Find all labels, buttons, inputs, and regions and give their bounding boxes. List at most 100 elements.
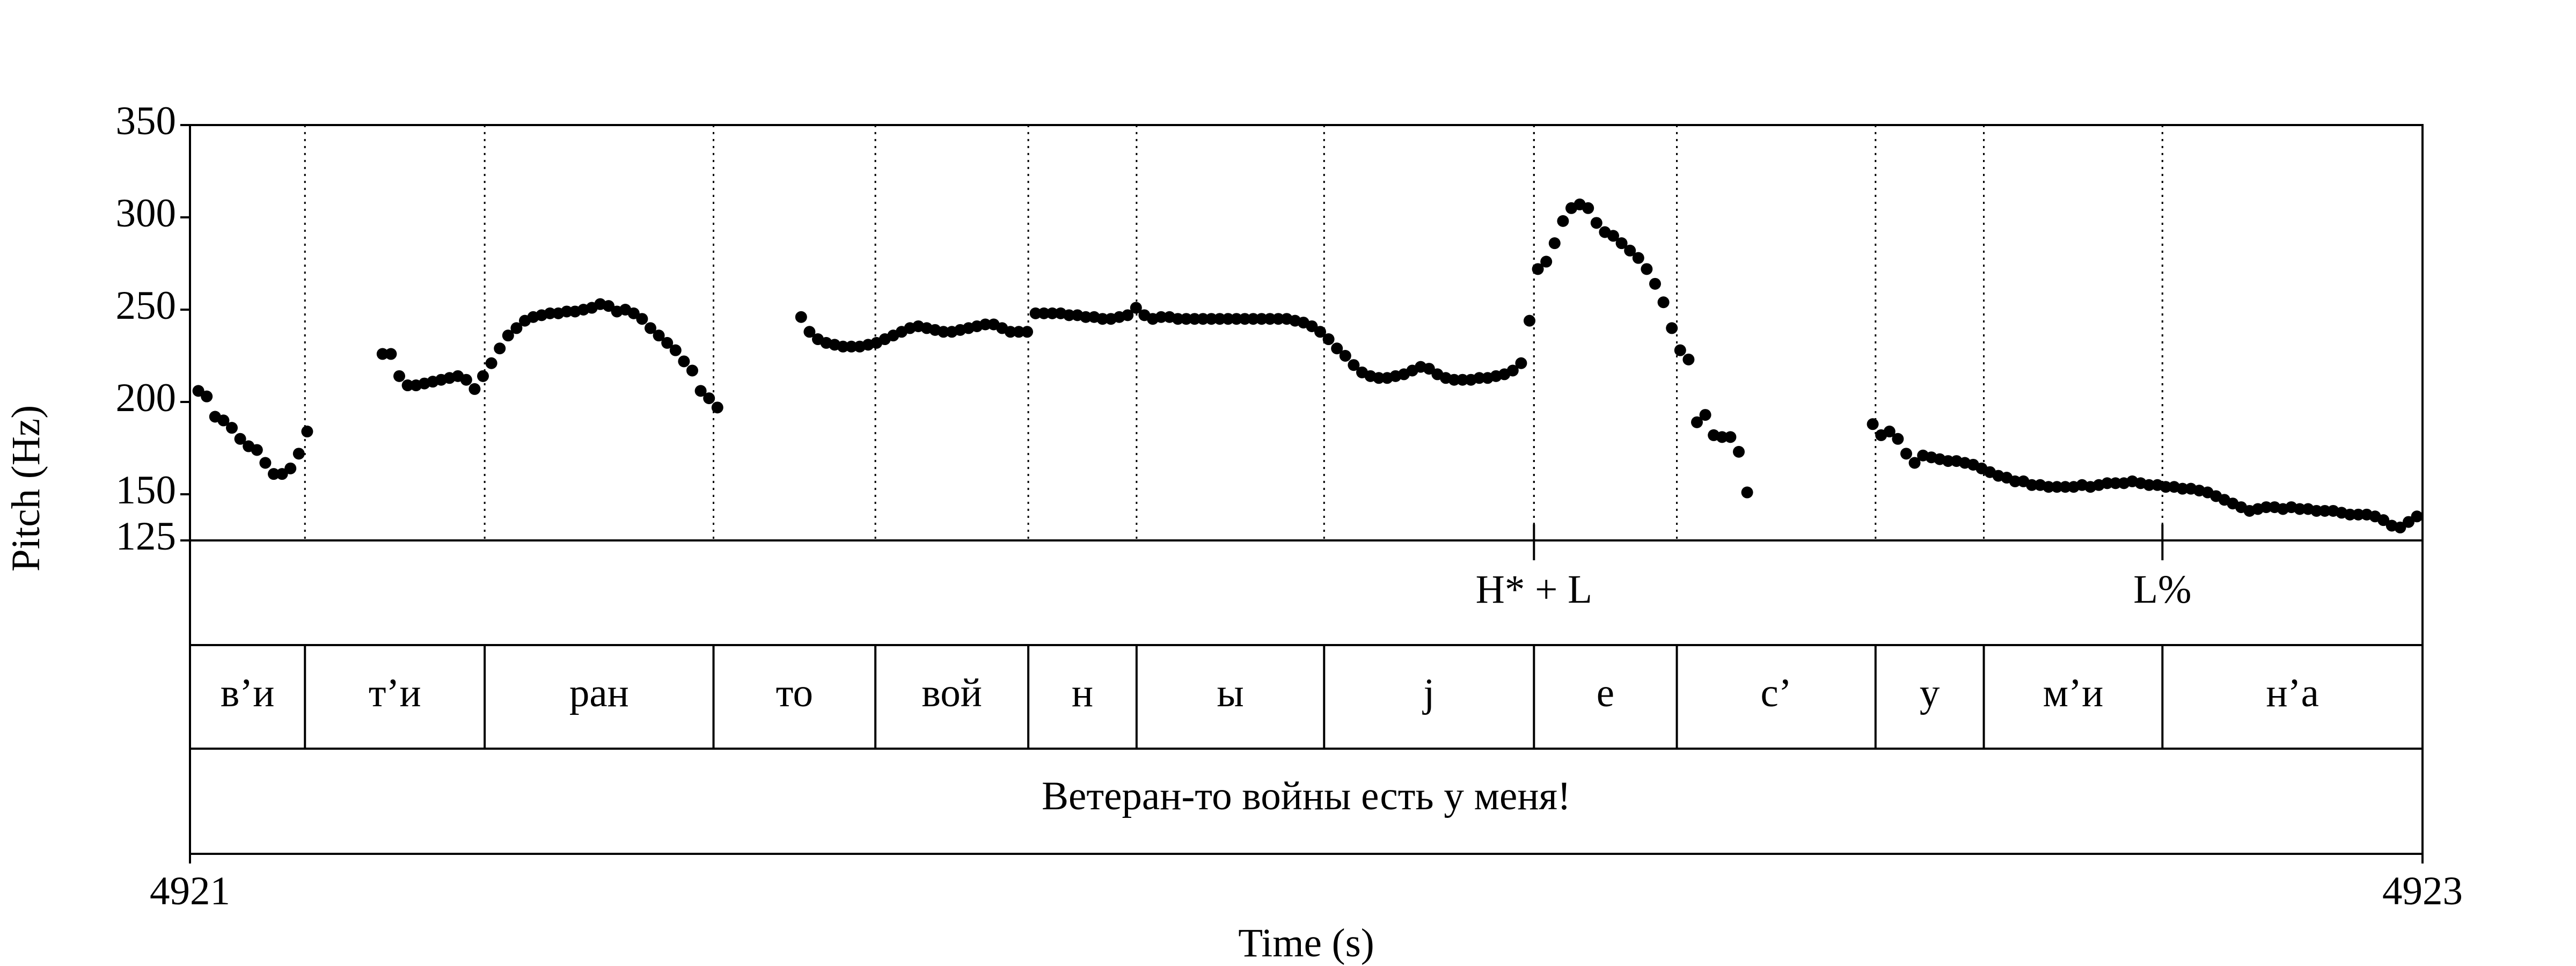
pitch-point [1322,333,1335,346]
pitch-point [2110,477,2121,489]
x-tick-label: 4923 [2382,869,2463,913]
pitch-point [2310,504,2323,517]
pitch-point [1582,202,1594,214]
pitch-point [1205,313,1218,325]
pitch-point [1046,307,1058,319]
pitch-point [2294,503,2306,515]
pitch-point [284,462,297,474]
syllable-label: е [1597,671,1614,715]
pitch-point [544,307,556,319]
pitch-point [653,330,665,342]
pitch-point [385,348,397,360]
pitch-point [1733,445,1745,458]
pitch-point [1339,350,1351,362]
pitch-point [2394,521,2406,533]
pitch-point [192,385,204,397]
pitch-point [1607,230,1619,242]
pitch-point [2043,481,2055,493]
pitch-point [1155,311,1167,323]
pitch-point [2176,482,2189,495]
pitch-point [561,305,573,318]
pitch-point [268,468,280,480]
pitch-point [2377,514,2390,526]
pitch-point [2143,479,2155,491]
pitch-point [1615,237,1628,250]
pitch-point [711,401,723,414]
y-tick-label: 125 [116,514,177,559]
pitch-point [1532,263,1544,275]
pitch-point [1590,217,1602,229]
pitch-point [1632,252,1644,264]
pitch-point [1741,486,1753,499]
pitch-point [1666,322,1678,334]
x-axis-label: Time (s) [1238,921,1374,965]
pitch-point [1172,313,1184,325]
pitch-point [460,374,472,386]
pitch-point [494,342,506,355]
pitch-point [627,307,640,319]
pitch-point [1691,416,1703,428]
pitch-point [1674,344,1686,356]
pitch-point [2009,475,2021,487]
pitch-point [1473,372,1485,384]
pitch-point [1908,457,1921,469]
pitch-point [1942,455,1954,467]
pitch-point [1180,313,1192,325]
y-tick-label: 300 [116,191,177,236]
pitch-point [1548,237,1561,250]
pitch-point [2403,516,2414,528]
pitch-point [2344,508,2356,521]
syllable-label: j [1422,671,1435,715]
pitch-point [251,444,263,456]
pitch-point [201,390,213,402]
syllable-label: вой [921,671,982,715]
pitch-point [2101,477,2113,489]
pitch-point [485,357,497,369]
pitch-point [1189,313,1201,325]
pitch-point [1448,374,1460,386]
pitch-point [678,355,690,368]
pitch-point [2319,504,2331,517]
y-tick-label: 250 [116,283,177,328]
pitch-point [226,422,238,434]
pitch-point [1716,431,1728,443]
pitch-point [1423,363,1435,375]
syllable-label: м’и [2043,671,2104,715]
pitch-point [1213,313,1226,325]
pitch-point [1239,313,1251,325]
pitch-point [661,336,674,349]
pitch-point [1524,314,1535,327]
plot-frame [189,124,2424,855]
pitch-point [2260,501,2272,514]
pitch-point [1624,244,1636,257]
y-tick-label: 350 [116,99,177,143]
pitch-point [1649,277,1661,290]
pitch-point [2059,481,2072,493]
syllable-label: в’и [221,671,275,715]
pitch-point [1197,313,1209,325]
pitch-point [795,311,807,323]
pitch-point [1314,326,1326,338]
pitch-point [1272,313,1284,325]
pitch-point [393,370,405,382]
pitch-point [1306,320,1318,332]
syllable-label: то [776,671,813,715]
pitch-point [1231,313,1242,325]
pitch-point [1657,296,1670,309]
pitch-point [837,340,849,353]
pitch-point [217,414,230,427]
pitch-point [2411,510,2423,523]
syllable-label: у [1920,671,1940,715]
pitch-point [979,318,991,331]
pitch-point [1013,326,1025,338]
pitch-point [1892,433,1904,445]
pitch-point [276,468,288,480]
pitch-point [1122,309,1134,321]
pitch-point [1063,309,1075,321]
pitch-point [1021,326,1033,338]
pitch-point [1096,313,1109,325]
pitch-point [1264,313,1276,325]
pitch-point [1247,313,1260,325]
pitch-point [636,313,648,325]
pitch-point [1222,313,1234,325]
